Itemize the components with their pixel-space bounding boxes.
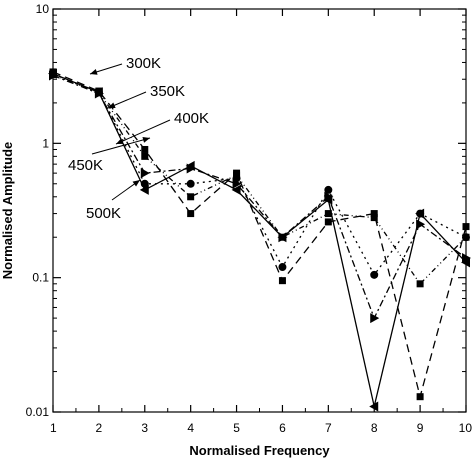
data-point-500k — [185, 160, 195, 171]
x-axis-title: Normalised Frequency — [189, 443, 330, 458]
x-tick-label: 7 — [325, 421, 332, 435]
data-point-350k — [324, 185, 333, 194]
annotation-label-450k: 450K — [68, 157, 103, 174]
y-tick-label: 10 — [36, 2, 50, 16]
data-point-300k — [462, 223, 470, 231]
series-500k — [48, 68, 470, 412]
data-point-500k — [139, 184, 149, 195]
x-tick-label: 10 — [459, 421, 473, 435]
data-point-450k — [462, 233, 470, 241]
annotation-leader-line — [91, 137, 151, 155]
series-line-400k — [52, 74, 467, 320]
annotation-arrowhead — [108, 102, 116, 109]
data-point-350k — [278, 263, 287, 272]
data-point-400k — [232, 178, 242, 189]
x-axis-ticks: 1 2 3 4 5 6 7 8 9 10 — [50, 9, 472, 435]
annotation-arrowhead — [142, 136, 150, 143]
data-point-450k — [141, 152, 149, 160]
data-point-450k — [187, 193, 195, 201]
annotation-label-500k: 500K — [86, 205, 121, 222]
annotation-layer: 300K 350K 400K 450K 500K — [68, 55, 209, 222]
data-point-500k — [231, 184, 241, 195]
data-point-450k — [416, 280, 424, 288]
x-tick-label: 5 — [233, 421, 240, 435]
data-point-500k — [461, 257, 470, 268]
data-point-500k — [93, 87, 103, 98]
data-point-400k — [370, 313, 380, 324]
data-point-300k — [278, 277, 286, 285]
y-tick-label: 0.1 — [32, 271, 49, 285]
x-tick-label: 4 — [187, 421, 194, 435]
x-tick-label: 6 — [279, 421, 286, 435]
annotation-arrowhead — [90, 69, 98, 75]
y-axis-ticks: 10 1 0.1 0.01 — [26, 2, 466, 419]
data-point-300k — [141, 145, 149, 153]
annotation-arrowhead — [116, 138, 124, 144]
annotation-350k: 350K — [107, 83, 185, 109]
data-point-450k — [370, 214, 378, 222]
annotation-leader-line — [115, 119, 171, 145]
series-line-350k — [52, 73, 467, 277]
x-tick-label: 2 — [96, 421, 103, 435]
data-point-500k — [48, 68, 57, 79]
data-point-500k — [415, 208, 425, 219]
data-point-300k — [416, 393, 424, 401]
data-point-500k — [369, 401, 379, 412]
data-point-350k — [370, 270, 379, 279]
annotation-label-400k: 400K — [174, 110, 209, 127]
annotation-500k: 500K — [86, 179, 141, 222]
data-point-300k — [370, 210, 378, 218]
data-point-400k — [140, 168, 150, 179]
series-350k — [49, 69, 470, 279]
series-layer — [48, 68, 471, 412]
annotation-450k: 450K — [68, 136, 151, 174]
data-point-450k — [233, 171, 241, 179]
y-axis-title: Normalised Amplitude — [0, 142, 15, 279]
data-point-500k — [277, 232, 287, 243]
x-tick-label: 3 — [141, 421, 148, 435]
data-point-350k — [186, 179, 195, 188]
x-tick-label: 1 — [50, 421, 57, 435]
x-tick-label: 9 — [417, 421, 424, 435]
y-tick-label: 0.01 — [26, 405, 50, 419]
annotation-label-300k: 300K — [126, 55, 161, 72]
series-line-450k — [52, 73, 467, 285]
annotation-400k: 400K — [115, 110, 209, 145]
data-point-450k — [324, 210, 332, 218]
data-point-300k — [187, 210, 195, 218]
y-tick-label: 1 — [42, 136, 49, 150]
x-tick-label: 8 — [371, 421, 378, 435]
data-point-300k — [324, 218, 332, 226]
data-point-500k — [323, 194, 333, 205]
annotation-arrowhead — [132, 180, 140, 187]
annotation-300k: 300K — [89, 55, 161, 75]
annotation-label-350k: 350K — [150, 83, 185, 100]
